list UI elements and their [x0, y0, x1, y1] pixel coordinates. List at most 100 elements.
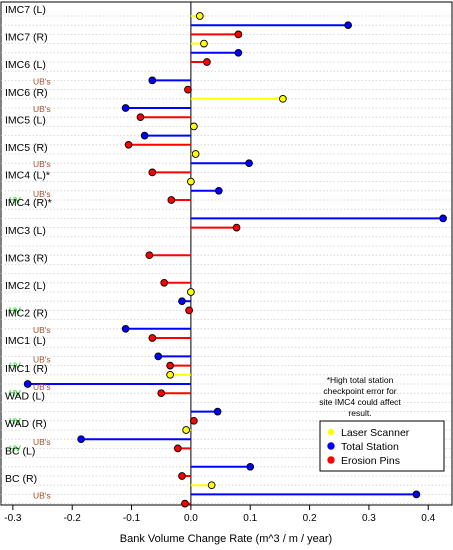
- total-point: [213, 407, 222, 416]
- erosion-point: [124, 140, 133, 149]
- laser-point: [200, 39, 208, 48]
- total-point: [245, 159, 253, 168]
- hv-tag: HV: [9, 443, 21, 453]
- erosion-point: [203, 58, 211, 66]
- footnote-line-4: result.: [348, 408, 371, 418]
- ub-tag: UB's: [33, 325, 51, 335]
- site-label: BC (R): [5, 473, 37, 485]
- erosion-point: [157, 389, 166, 398]
- site-label: IMC3 (R): [5, 252, 48, 264]
- site-label: IMC4 (L)*: [5, 170, 50, 182]
- laser-point: [279, 94, 287, 103]
- footnote-line-2: checkpoint error for: [323, 386, 396, 396]
- x-tick-label: 0.2: [303, 513, 317, 524]
- ub-tag: UB's: [33, 159, 51, 169]
- plot-frame: [0, 1, 453, 506]
- x-tick-label: 0.1: [243, 513, 257, 524]
- erosion-point: [190, 416, 198, 425]
- ub-tag: UB's: [33, 490, 51, 500]
- total-point: [23, 380, 32, 388]
- footnote-line-1: *High total station: [327, 375, 394, 385]
- total-point: [412, 490, 421, 499]
- total-point: [246, 462, 255, 471]
- erosion-point: [181, 499, 189, 508]
- total-point: [140, 131, 149, 140]
- total-point: [439, 214, 447, 223]
- legend-label: Total Station: [341, 441, 399, 453]
- total-point: [234, 48, 243, 57]
- x-axis-label: Bank Volume Change Rate (m^3 / m / year): [120, 533, 332, 545]
- total-point: [178, 297, 186, 306]
- ub-tag: UB's: [33, 437, 51, 447]
- ub-tag: UB's: [33, 76, 51, 86]
- legend: Laser Scanner Total Station Erosion Pins: [319, 420, 445, 472]
- x-axis: -0.3 -0.2 -0.1 0.0 0.1 0.2 0.3 0.4: [4, 505, 436, 524]
- total-point: [154, 352, 163, 361]
- laser-point: [191, 150, 200, 158]
- site-label: IMC4 (R)*: [5, 197, 52, 209]
- erosion-point: [145, 251, 154, 260]
- x-tick-label: 0.0: [184, 513, 198, 524]
- site-label: IMC6 (L): [5, 59, 46, 71]
- site-label: BC (L): [5, 446, 35, 458]
- ub-tag: UB's: [33, 189, 51, 199]
- site-label: IMC7 (L): [5, 4, 46, 16]
- legend-box: [319, 420, 445, 472]
- grid-lines: [1, 15, 452, 505]
- x-tick-label: -0.2: [64, 513, 82, 524]
- erosion-point: [166, 361, 174, 370]
- erosion-point: [234, 30, 243, 39]
- legend-label: Erosion Pins: [341, 455, 400, 467]
- ub-tag: UB's: [33, 104, 51, 114]
- site-label: IMC1 (L): [5, 335, 46, 347]
- total-point: [148, 76, 157, 85]
- x-tick-label: -0.1: [123, 513, 141, 524]
- x-tick-label: 0.4: [421, 513, 435, 524]
- x-tick-label: -0.3: [4, 513, 22, 524]
- laser-point: [195, 12, 204, 20]
- total-point: [344, 21, 353, 30]
- hv-tag: HV: [9, 416, 21, 426]
- total-point: [121, 104, 130, 112]
- site-label: IMC5 (L): [5, 114, 46, 126]
- site-label: IMC7 (R): [5, 32, 48, 44]
- erosion-point: [136, 113, 145, 122]
- erosion-point: [232, 223, 241, 232]
- hv-tag: HV: [9, 195, 21, 205]
- hv-tag: HV: [9, 305, 21, 315]
- site-label: IMC2 (L): [5, 280, 46, 292]
- site-label: IMC3 (L): [5, 225, 46, 237]
- lollipop-marks: [23, 12, 447, 508]
- hv-tag: HV: [9, 388, 21, 398]
- erosion-point: [178, 472, 186, 480]
- laser-point: [190, 122, 198, 131]
- legend-marker: [327, 428, 335, 436]
- laser-point: [166, 370, 174, 379]
- footnote-line-3: site IMC4 could affect: [319, 397, 401, 407]
- laser-point: [182, 426, 190, 434]
- erosion-point: [160, 278, 169, 287]
- laser-point: [187, 288, 195, 296]
- erosion-point: [148, 334, 157, 342]
- site-label: IMC1 (R): [5, 363, 48, 375]
- legend-marker: [327, 442, 335, 450]
- site-label: IMC6 (R): [5, 87, 48, 99]
- ub-tag: UB's: [33, 382, 51, 392]
- ub-tag: UB's: [33, 354, 51, 364]
- total-point: [121, 324, 130, 333]
- erosion-point: [185, 306, 193, 315]
- total-point: [214, 186, 223, 195]
- legend-label: Laser Scanner: [341, 427, 410, 439]
- legend-marker: [327, 456, 335, 464]
- site-label: IMC2 (R): [5, 308, 48, 320]
- site-label: IMC5 (R): [5, 142, 48, 154]
- erosion-point: [148, 168, 157, 177]
- legend-entries: Laser Scanner Total Station Erosion Pins: [327, 427, 410, 467]
- x-tick-label: 0.3: [362, 513, 376, 524]
- erosion-point: [173, 444, 182, 453]
- erosion-point: [167, 196, 176, 204]
- total-point: [77, 435, 85, 444]
- hv-tag: HV: [9, 361, 21, 371]
